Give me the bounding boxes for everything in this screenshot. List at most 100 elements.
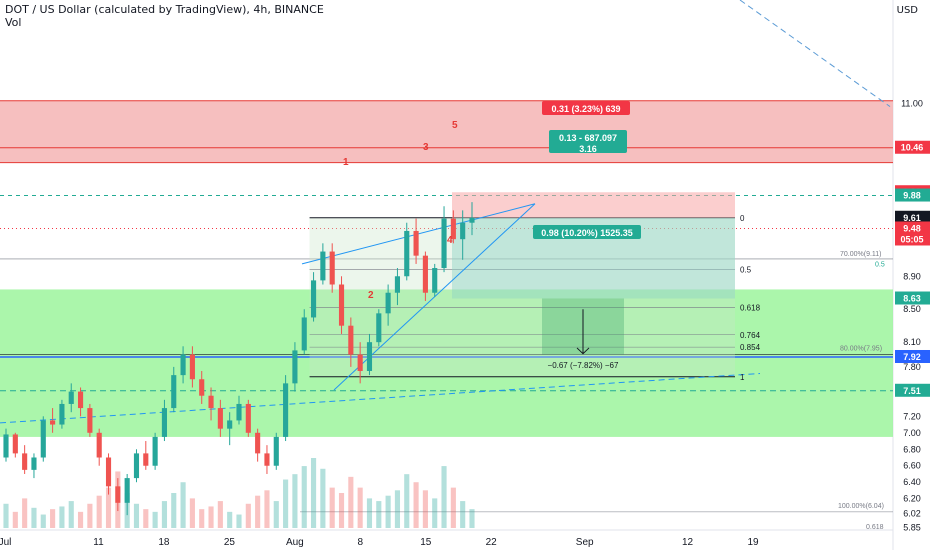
volume-bar <box>413 482 419 528</box>
time-tick-label: Jul <box>0 537 11 548</box>
candle-body <box>171 375 177 409</box>
candle-body <box>469 217 475 223</box>
time-axis: Jul 11 18 25 Aug 8 15 22 Sep 12 19 <box>0 537 759 548</box>
volume-bar <box>180 482 186 528</box>
candle-body <box>152 436 158 466</box>
projection-arrow-head <box>576 347 590 355</box>
candle-body <box>404 230 410 277</box>
volume-bar <box>161 501 168 528</box>
volume-bar <box>394 490 401 528</box>
candle-body <box>348 325 354 355</box>
price-tag-label: 9.61 <box>903 213 921 223</box>
volume-bar <box>469 509 475 528</box>
zone-supply <box>0 100 893 163</box>
candle-body <box>310 280 317 318</box>
volume-bar <box>87 503 93 528</box>
candle-body <box>40 420 46 458</box>
volume-bar <box>329 487 335 528</box>
price-axis-panel <box>893 0 932 550</box>
candle-body <box>96 432 102 458</box>
target-label-bg <box>533 225 641 239</box>
symbol-title: DOT / US Dollar (calculated by TradingVi… <box>5 3 324 16</box>
volume-layer <box>3 458 475 528</box>
fib-label-0.854: 0.854 <box>740 343 761 352</box>
fib-label-1: 1 <box>740 373 745 382</box>
candle-body <box>143 453 149 466</box>
wave-label-3: 3 <box>423 142 429 153</box>
candle-body <box>161 408 168 437</box>
candle-body <box>450 218 456 240</box>
price-tag-10.46 <box>895 140 930 154</box>
price-tag-label: 10.46 <box>901 143 924 153</box>
time-tick-label: 22 <box>486 537 498 548</box>
candle-body <box>12 434 18 454</box>
candle-body <box>31 457 37 470</box>
volume-bar <box>68 501 74 528</box>
volume-bar <box>264 490 270 528</box>
wave-label-1: 1 <box>343 157 349 168</box>
price-axis: 11.0010.469.929.889.619.4805:058.908.638… <box>895 98 930 533</box>
volume-indicator-label[interactable]: Vol <box>5 16 22 29</box>
price-tick-label: 6.20 <box>903 494 921 504</box>
volume-bar <box>208 506 214 528</box>
candle-body <box>227 420 233 429</box>
price-tag-7.51 <box>895 383 930 397</box>
fib-label-0.618: 0.618 <box>740 304 761 313</box>
time-tick-label: 11 <box>93 537 104 548</box>
wave-label-2: 2 <box>368 290 374 301</box>
candle-body <box>59 403 65 425</box>
candle-body <box>105 457 112 487</box>
volume-bar <box>133 503 140 528</box>
volume-bar <box>227 511 233 528</box>
fib-ext-05: 0.5 <box>875 262 885 269</box>
fib-ext-100: 100.00%(6.04) <box>838 503 884 510</box>
candle-body <box>329 251 335 285</box>
candle-body <box>422 255 428 293</box>
currency-label: USD <box>896 5 918 16</box>
volume-bar <box>245 503 251 528</box>
time-tick-label: 25 <box>224 537 236 548</box>
candle-body <box>264 453 270 466</box>
fib-label-0: 0 <box>740 214 745 223</box>
candle-body <box>441 218 447 269</box>
time-tick-label: 19 <box>747 537 759 548</box>
volume-bar <box>77 511 84 528</box>
volume-bar <box>50 509 56 528</box>
price-tick-label: 7.00 <box>903 428 921 438</box>
volume-bar <box>12 511 18 528</box>
volume-bar <box>199 509 205 528</box>
candle-body <box>394 276 401 293</box>
candle-body <box>236 403 242 421</box>
price-tick-label: 7.20 <box>903 411 921 421</box>
candle-body <box>320 251 326 281</box>
volume-bar <box>189 498 195 528</box>
volume-bar <box>357 487 363 528</box>
time-tick-label: 8 <box>358 537 364 548</box>
candle-body <box>338 284 345 326</box>
candle-body <box>87 408 93 433</box>
wave-label-4: 4 <box>447 235 453 246</box>
volume-bar <box>283 479 289 528</box>
candle-body <box>217 408 223 429</box>
chart-legend: DOT / US Dollar (calculated by TradingVi… <box>5 3 324 29</box>
candle-body <box>460 222 466 240</box>
fib-label-0.764: 0.764 <box>740 331 761 340</box>
price-tick-label: 11.00 <box>901 98 923 108</box>
fib-ext-80: 80.00%(7.95) <box>840 346 882 353</box>
candle-body <box>255 432 261 454</box>
price-tag-label: 9.88 <box>903 191 921 201</box>
price-tag-9.48 <box>895 221 930 235</box>
time-tick-label: Aug <box>286 537 304 548</box>
upper-dashed-trendline <box>739 0 891 107</box>
annotation-layer: 0 0.5 0.618 0.764 0.854 1 1 2 3 4 5 70.00%(9.11) 80.… <box>343 101 885 531</box>
candle-body <box>357 354 363 372</box>
candle-body <box>133 453 140 479</box>
candle-body <box>245 403 251 433</box>
volume-bar <box>152 511 158 528</box>
volume-bar <box>217 501 223 528</box>
price-tick-label: 5.85 <box>903 523 921 533</box>
volume-bar <box>422 490 428 528</box>
risk-label-text: 0.31 (3.23%) 639 <box>551 104 620 114</box>
zone-demand <box>0 289 893 437</box>
